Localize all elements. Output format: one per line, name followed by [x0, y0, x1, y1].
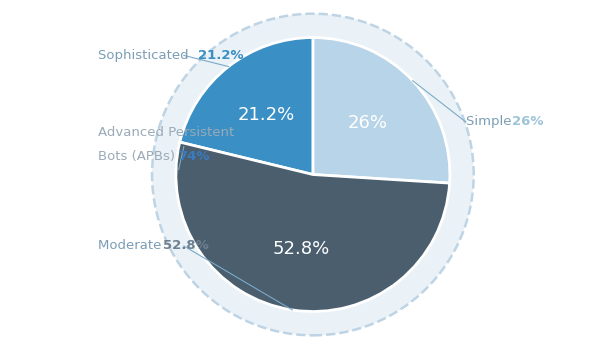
Text: Simple: Simple	[466, 115, 516, 128]
Text: Moderate: Moderate	[99, 239, 166, 252]
Text: Advanced Persistent: Advanced Persistent	[99, 126, 235, 139]
Text: Sophisticated: Sophisticated	[99, 49, 194, 62]
Text: Bots (APBs): Bots (APBs)	[99, 150, 180, 163]
Text: 21.2%: 21.2%	[238, 106, 295, 124]
Text: 74%: 74%	[178, 150, 209, 163]
Circle shape	[152, 14, 474, 335]
Wedge shape	[313, 37, 450, 183]
Text: 52.8%: 52.8%	[273, 240, 330, 258]
Wedge shape	[176, 142, 450, 311]
Text: 26%: 26%	[512, 115, 544, 128]
Text: 26%: 26%	[348, 114, 388, 132]
Text: 21.2%: 21.2%	[198, 49, 243, 62]
Text: 52.8%: 52.8%	[163, 239, 209, 252]
Wedge shape	[180, 37, 313, 174]
